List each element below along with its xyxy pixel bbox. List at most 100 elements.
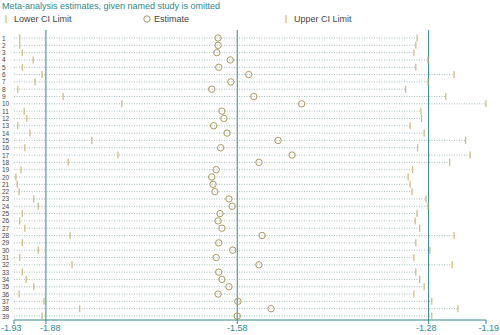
ci-limit [465, 137, 466, 144]
grid-line [45, 30, 46, 320]
ci-limit [19, 42, 20, 49]
tick-label: -1.19 [478, 323, 499, 333]
plot-area [14, 35, 486, 320]
ci-limit [427, 78, 428, 85]
category-label: 33 [2, 269, 10, 276]
ci-limit [413, 254, 414, 261]
ci-limit [421, 115, 422, 122]
estimate [219, 108, 225, 114]
row-line [14, 250, 430, 251]
ci-limit [19, 35, 20, 42]
tick-label: -1.58 [227, 323, 248, 333]
category-label: 17 [2, 152, 10, 159]
ci-limit [68, 159, 69, 166]
row-line [14, 264, 452, 265]
ci-limit [457, 305, 458, 312]
estimate [215, 291, 221, 297]
ci-limit [449, 159, 450, 166]
row-line [14, 89, 406, 90]
ci-limit [29, 130, 30, 137]
legend-symbol [5, 15, 6, 23]
category-label: 13 [2, 122, 10, 129]
ci-limit [417, 35, 418, 42]
row-line [14, 103, 486, 104]
category-label: 16 [2, 144, 10, 151]
estimate [235, 298, 241, 304]
ci-limit [19, 254, 20, 261]
category-label: 28 [2, 232, 10, 239]
row-line [14, 162, 450, 163]
category-label: 10 [2, 100, 10, 107]
ci-limit [33, 195, 34, 202]
ci-limit [38, 247, 39, 254]
category-label: 19 [2, 166, 10, 173]
row-line [14, 191, 412, 192]
ci-limit [71, 261, 72, 268]
row-line [14, 133, 424, 134]
category-label: 4 [2, 56, 6, 63]
estimate [251, 93, 257, 99]
row-line [14, 67, 416, 68]
estimate [246, 71, 252, 77]
ci-limit [24, 225, 25, 232]
ci-limit [415, 42, 416, 49]
ci-limit [411, 188, 412, 195]
estimate [219, 225, 225, 231]
category-label: 35 [2, 283, 10, 290]
ci-limit [19, 217, 20, 224]
category-label: 38 [2, 305, 10, 312]
row-line [14, 184, 410, 185]
legend-label: Upper CI Limit [294, 14, 352, 24]
category-label: 23 [2, 195, 10, 202]
estimate [216, 240, 222, 246]
ci-limit [63, 93, 64, 100]
category-label: 8 [2, 86, 6, 93]
estimate [217, 210, 223, 216]
ci-limit [412, 166, 413, 173]
row-line [14, 140, 466, 141]
ci-limit [79, 305, 80, 312]
category-label: 6 [2, 71, 6, 78]
row-line [14, 257, 414, 258]
row-line [14, 155, 470, 156]
estimate [268, 305, 274, 311]
ci-limit [408, 174, 409, 181]
title: Meta-analysis estimates, given named stu… [2, 1, 220, 11]
legend-label: Lower CI Limit [14, 14, 72, 24]
category-label: 12 [2, 115, 10, 122]
ci-limit [485, 100, 486, 107]
estimate [226, 196, 232, 202]
estimate [221, 115, 227, 121]
tick-label: -1.28 [416, 323, 437, 333]
row-line [14, 59, 428, 60]
category-label: 11 [2, 108, 9, 115]
estimate [213, 166, 219, 172]
ci-limit [427, 56, 428, 63]
ci-limit [424, 130, 425, 137]
legend-symbol [144, 16, 150, 22]
category-label: 5 [2, 64, 6, 71]
ci-limit [24, 108, 25, 115]
row-line [14, 125, 410, 126]
ci-limit [427, 203, 428, 210]
row-line [14, 228, 420, 229]
ci-limit [415, 239, 416, 246]
estimate [228, 79, 234, 85]
ci-limit [405, 86, 406, 93]
ci-limit [419, 225, 420, 232]
estimate [217, 145, 223, 151]
row-line [14, 177, 408, 178]
row-line [14, 147, 418, 148]
estimate [226, 284, 232, 290]
ci-limit [429, 247, 430, 254]
ci-limit [22, 210, 23, 217]
estimate [298, 101, 304, 107]
category-label: 18 [2, 159, 10, 166]
ci-limit [22, 64, 23, 71]
ci-limit [413, 291, 414, 298]
category-label: 15 [2, 137, 10, 144]
ci-limit [452, 261, 453, 268]
ci-limit [117, 152, 118, 159]
estimate [289, 152, 295, 158]
category-label: 7 [2, 78, 6, 85]
